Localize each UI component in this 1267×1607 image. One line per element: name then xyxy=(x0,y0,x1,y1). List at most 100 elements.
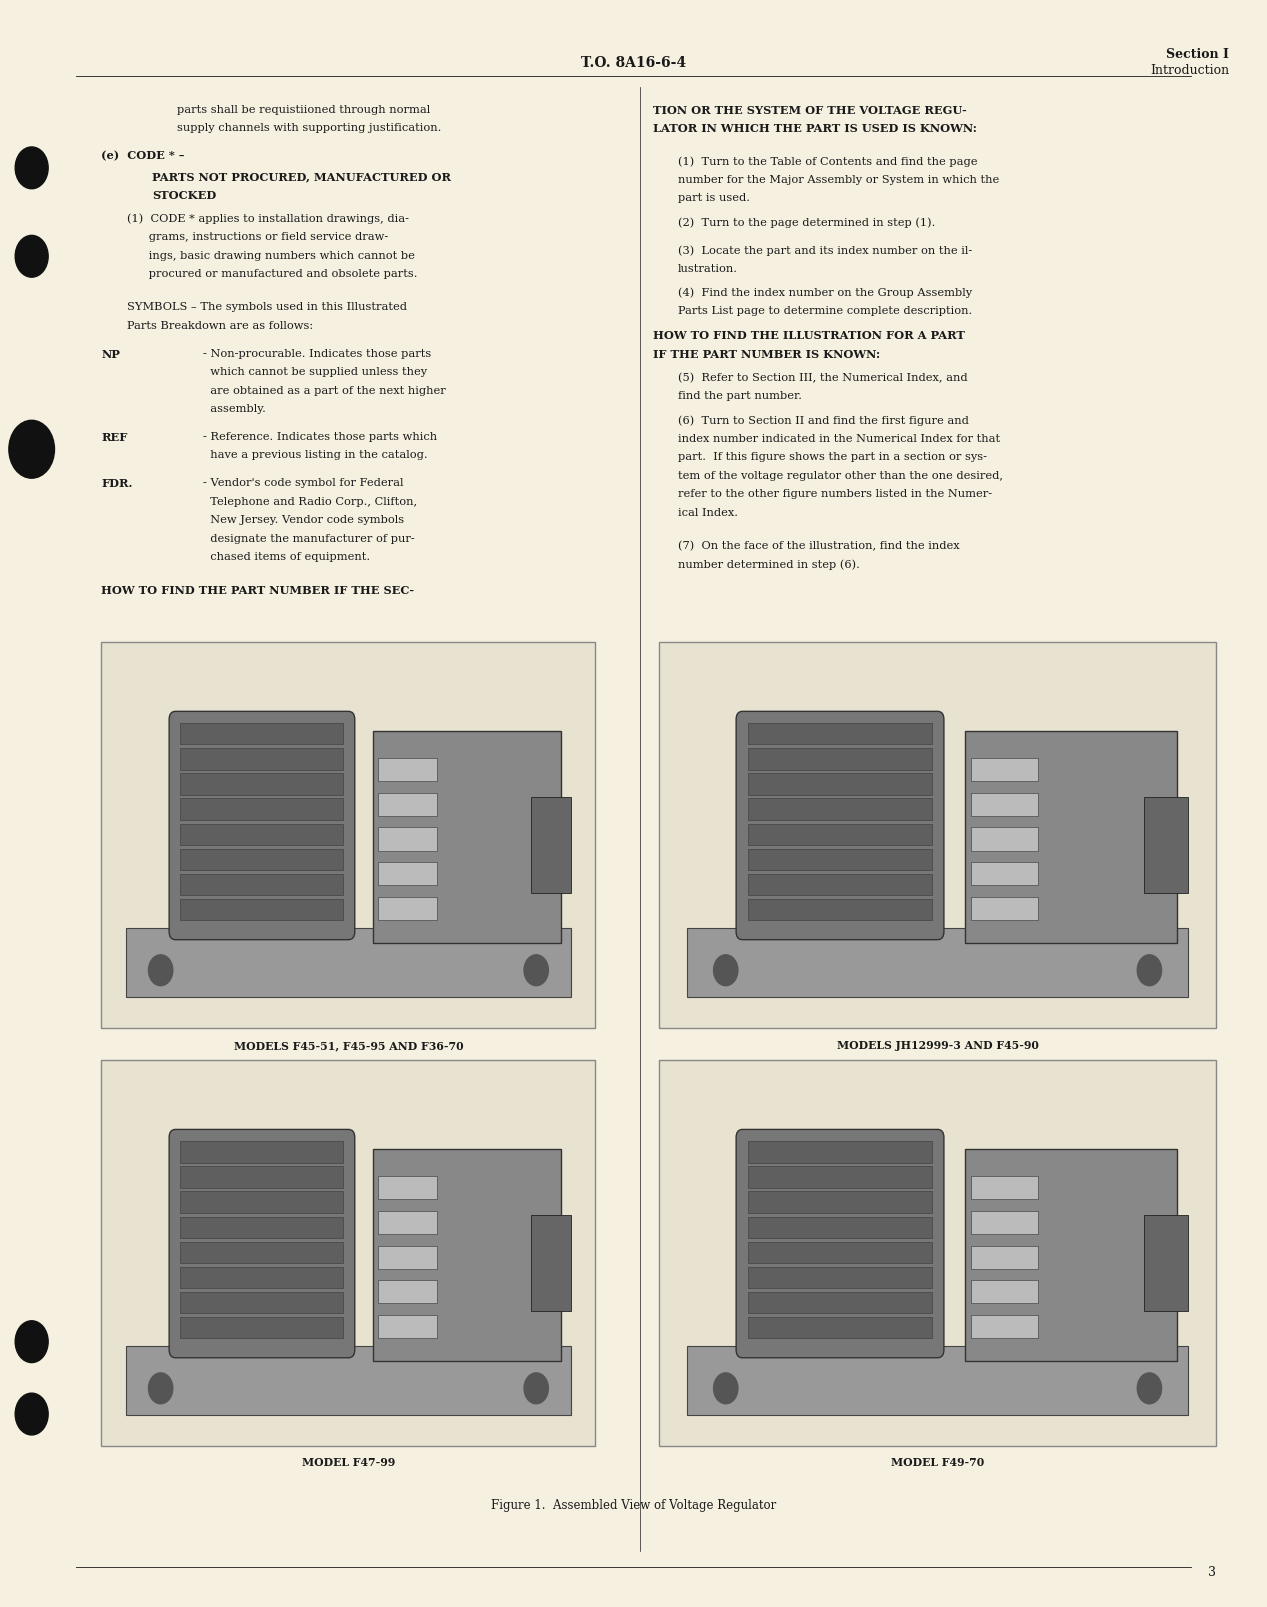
Circle shape xyxy=(148,1372,172,1405)
FancyBboxPatch shape xyxy=(736,1130,944,1358)
FancyBboxPatch shape xyxy=(378,794,437,816)
Text: (e)  CODE * –: (e) CODE * – xyxy=(101,151,185,162)
Text: HOW TO FIND THE ILLUSTRATION FOR A PART: HOW TO FIND THE ILLUSTRATION FOR A PART xyxy=(653,329,964,341)
FancyBboxPatch shape xyxy=(965,1149,1177,1361)
FancyBboxPatch shape xyxy=(748,874,933,895)
FancyBboxPatch shape xyxy=(971,863,1038,885)
Text: (1)  Turn to the Table of Contents and find the page: (1) Turn to the Table of Contents and fi… xyxy=(678,156,977,167)
Text: refer to the other figure numbers listed in the Numer-: refer to the other figure numbers listed… xyxy=(678,489,992,498)
FancyBboxPatch shape xyxy=(971,1245,1038,1270)
Circle shape xyxy=(15,1321,48,1363)
Circle shape xyxy=(9,421,54,479)
FancyBboxPatch shape xyxy=(170,1130,355,1358)
FancyBboxPatch shape xyxy=(748,1216,933,1237)
Text: MODEL F47-99: MODEL F47-99 xyxy=(302,1456,395,1467)
FancyBboxPatch shape xyxy=(180,1318,343,1339)
FancyBboxPatch shape xyxy=(971,1315,1038,1339)
Text: PARTS NOT PROCURED, MANUFACTURED OR: PARTS NOT PROCURED, MANUFACTURED OR xyxy=(152,170,451,182)
Text: part.  If this figure shows the part in a section or sys-: part. If this figure shows the part in a… xyxy=(678,452,987,461)
FancyBboxPatch shape xyxy=(748,723,933,746)
Text: procured or manufactured and obsolete parts.: procured or manufactured and obsolete pa… xyxy=(127,268,417,280)
FancyBboxPatch shape xyxy=(659,1061,1216,1446)
FancyBboxPatch shape xyxy=(180,775,343,795)
Circle shape xyxy=(525,1372,549,1405)
FancyBboxPatch shape xyxy=(971,897,1038,921)
FancyBboxPatch shape xyxy=(180,1167,343,1188)
Text: (1)  CODE * applies to installation drawings, dia-: (1) CODE * applies to installation drawi… xyxy=(127,214,409,223)
Text: STOCKED: STOCKED xyxy=(152,190,217,201)
FancyBboxPatch shape xyxy=(378,1281,437,1303)
Text: - Reference. Indicates those parts which: - Reference. Indicates those parts which xyxy=(203,432,437,442)
Text: designate the manufacturer of pur-: designate the manufacturer of pur- xyxy=(203,534,414,543)
Text: New Jersey. Vendor code symbols: New Jersey. Vendor code symbols xyxy=(203,514,404,525)
FancyBboxPatch shape xyxy=(378,897,437,921)
FancyBboxPatch shape xyxy=(659,643,1216,1028)
Text: which cannot be supplied unless they: which cannot be supplied unless they xyxy=(203,366,427,378)
FancyBboxPatch shape xyxy=(170,712,355,940)
FancyBboxPatch shape xyxy=(687,1347,1188,1416)
FancyBboxPatch shape xyxy=(971,828,1038,852)
Text: (6)  Turn to Section II and find the first figure and: (6) Turn to Section II and find the firs… xyxy=(678,415,969,426)
Text: assembly.: assembly. xyxy=(203,403,266,415)
FancyBboxPatch shape xyxy=(378,1212,437,1234)
FancyBboxPatch shape xyxy=(748,1192,933,1213)
Text: number determined in step (6).: number determined in step (6). xyxy=(678,559,860,569)
Text: part is used.: part is used. xyxy=(678,193,750,202)
FancyBboxPatch shape xyxy=(180,848,343,871)
Text: Telephone and Radio Corp., Clifton,: Telephone and Radio Corp., Clifton, xyxy=(203,497,417,506)
FancyBboxPatch shape xyxy=(378,863,437,885)
Text: (3)  Locate the part and its index number on the il-: (3) Locate the part and its index number… xyxy=(678,244,972,256)
FancyBboxPatch shape xyxy=(374,1149,561,1361)
Text: (4)  Find the index number on the Group Assembly: (4) Find the index number on the Group A… xyxy=(678,288,972,297)
FancyBboxPatch shape xyxy=(748,900,933,921)
Text: Parts Breakdown are as follows:: Parts Breakdown are as follows: xyxy=(127,321,313,331)
Text: MODEL F49-70: MODEL F49-70 xyxy=(891,1456,984,1467)
Text: chased items of equipment.: chased items of equipment. xyxy=(203,551,370,562)
Text: (5)  Refer to Section III, the Numerical Index, and: (5) Refer to Section III, the Numerical … xyxy=(678,373,968,382)
Circle shape xyxy=(15,236,48,278)
FancyBboxPatch shape xyxy=(378,1245,437,1270)
Circle shape xyxy=(15,1393,48,1435)
Text: index number indicated in the Numerical Index for that: index number indicated in the Numerical … xyxy=(678,434,1000,444)
Text: find the part number.: find the part number. xyxy=(678,391,802,400)
Text: - Non-procurable. Indicates those parts: - Non-procurable. Indicates those parts xyxy=(203,349,431,358)
FancyBboxPatch shape xyxy=(748,775,933,795)
FancyBboxPatch shape xyxy=(378,828,437,852)
Text: supply channels with supporting justification.: supply channels with supporting justific… xyxy=(177,122,442,133)
Text: (2)  Turn to the page determined in step (1).: (2) Turn to the page determined in step … xyxy=(678,217,935,228)
Text: Figure 1.  Assembled View of Voltage Regulator: Figure 1. Assembled View of Voltage Regu… xyxy=(490,1498,777,1511)
FancyBboxPatch shape xyxy=(748,1318,933,1339)
FancyBboxPatch shape xyxy=(531,1215,570,1311)
Text: TION OR THE SYSTEM OF THE VOLTAGE REGU-: TION OR THE SYSTEM OF THE VOLTAGE REGU- xyxy=(653,104,967,116)
Text: parts shall be requistiioned through normal: parts shall be requistiioned through nor… xyxy=(177,104,431,114)
FancyBboxPatch shape xyxy=(180,1266,343,1289)
FancyBboxPatch shape xyxy=(748,1266,933,1289)
Text: ical Index.: ical Index. xyxy=(678,508,737,517)
Text: 3: 3 xyxy=(1209,1565,1216,1578)
Text: REF: REF xyxy=(101,432,128,442)
FancyBboxPatch shape xyxy=(971,1176,1038,1199)
FancyBboxPatch shape xyxy=(971,1212,1038,1234)
Circle shape xyxy=(525,955,549,987)
Circle shape xyxy=(713,955,737,987)
Text: SYMBOLS – The symbols used in this Illustrated: SYMBOLS – The symbols used in this Illus… xyxy=(127,302,407,312)
Circle shape xyxy=(1138,955,1162,987)
FancyBboxPatch shape xyxy=(378,1176,437,1199)
FancyBboxPatch shape xyxy=(748,1292,933,1313)
FancyBboxPatch shape xyxy=(748,1242,933,1263)
Text: lustration.: lustration. xyxy=(678,264,737,273)
FancyBboxPatch shape xyxy=(378,1315,437,1339)
Text: IF THE PART NUMBER IS KNOWN:: IF THE PART NUMBER IS KNOWN: xyxy=(653,349,879,360)
FancyBboxPatch shape xyxy=(378,759,437,781)
FancyBboxPatch shape xyxy=(971,1281,1038,1303)
FancyBboxPatch shape xyxy=(180,799,343,820)
FancyBboxPatch shape xyxy=(965,731,1177,943)
FancyBboxPatch shape xyxy=(180,749,343,770)
Text: (7)  On the face of the illustration, find the index: (7) On the face of the illustration, fin… xyxy=(678,540,959,551)
Text: ings, basic drawing numbers which cannot be: ings, basic drawing numbers which cannot… xyxy=(127,251,414,260)
FancyBboxPatch shape xyxy=(180,723,343,746)
Text: FDR.: FDR. xyxy=(101,477,133,489)
Text: - Vendor's code symbol for Federal: - Vendor's code symbol for Federal xyxy=(203,477,403,489)
Text: have a previous listing in the catalog.: have a previous listing in the catalog. xyxy=(203,450,427,460)
FancyBboxPatch shape xyxy=(736,712,944,940)
